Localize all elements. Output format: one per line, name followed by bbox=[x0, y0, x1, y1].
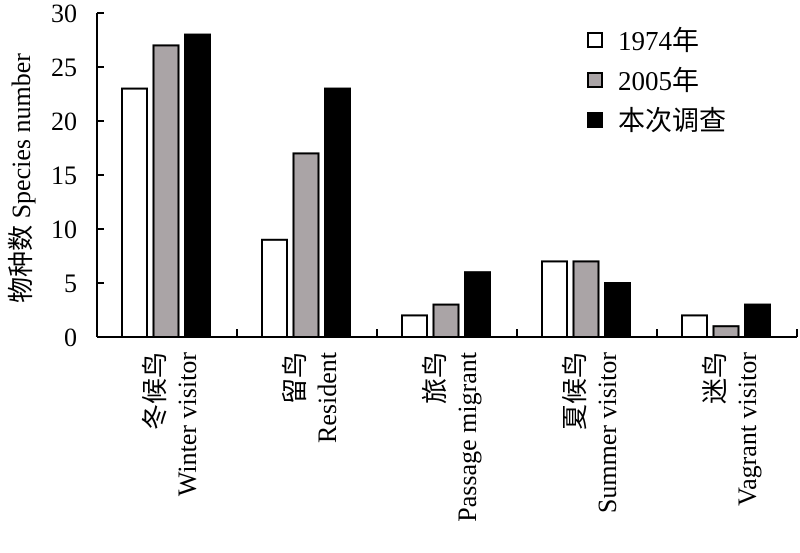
bar-1-3 bbox=[401, 314, 428, 338]
category-label-en-5: Vagrant visitor bbox=[733, 352, 762, 506]
legend-swatch-3 bbox=[587, 112, 603, 128]
bar-3-2 bbox=[324, 87, 351, 338]
y-tick-label-5: 25 bbox=[51, 53, 77, 82]
category-label-en-3: Passage migrant bbox=[453, 351, 482, 521]
bars bbox=[121, 33, 771, 339]
bar-3-4 bbox=[604, 282, 631, 338]
category-label-cn-2: 留鸟 bbox=[281, 352, 310, 404]
bar-1-2 bbox=[261, 238, 288, 338]
axes: 0 5 10 15 20 25 30 冬候鸟 Winter visitor 留鸟 Resident 旅… bbox=[51, 0, 798, 522]
bar-1-5 bbox=[681, 314, 708, 338]
legend-swatch-2 bbox=[587, 72, 603, 88]
y-axis-label: 物种数 Species number bbox=[7, 53, 36, 303]
bar-3-1 bbox=[184, 33, 211, 338]
category-label-cn-1: 冬候鸟 bbox=[141, 352, 170, 430]
legend-label-1: 1974年 bbox=[618, 26, 699, 56]
bar-3-5 bbox=[744, 303, 771, 339]
bar-2-3 bbox=[432, 303, 460, 339]
category-label-cn-3: 旅鸟 bbox=[421, 352, 450, 404]
category-label-en-4: Summer visitor bbox=[593, 352, 622, 513]
y-tick-label-2: 10 bbox=[51, 215, 77, 244]
legend-label-3: 本次调查 bbox=[618, 106, 726, 136]
y-tick-label-4: 20 bbox=[51, 107, 77, 136]
y-tick-label-1: 5 bbox=[64, 269, 77, 298]
bar-3-3 bbox=[464, 271, 491, 339]
legend-swatch-1 bbox=[587, 32, 603, 48]
category-label-en-1: Winter visitor bbox=[173, 352, 202, 496]
legend-label-2: 2005年 bbox=[618, 66, 699, 96]
category-label-cn-4: 夏候鸟 bbox=[561, 352, 590, 430]
category-label-cn-5: 迷鸟 bbox=[701, 352, 730, 404]
y-tick-label-3: 15 bbox=[51, 161, 77, 190]
bar-2-5 bbox=[712, 325, 740, 339]
y-tick-label-0: 0 bbox=[64, 323, 77, 352]
bar-1-4 bbox=[541, 260, 568, 338]
bar-2-2 bbox=[292, 152, 320, 338]
bar-2-4 bbox=[572, 260, 600, 338]
category-label-en-2: Resident bbox=[313, 351, 342, 443]
y-tick-label-6: 30 bbox=[51, 0, 77, 28]
bar-1-1 bbox=[121, 87, 148, 338]
bar-2-1 bbox=[152, 44, 180, 339]
